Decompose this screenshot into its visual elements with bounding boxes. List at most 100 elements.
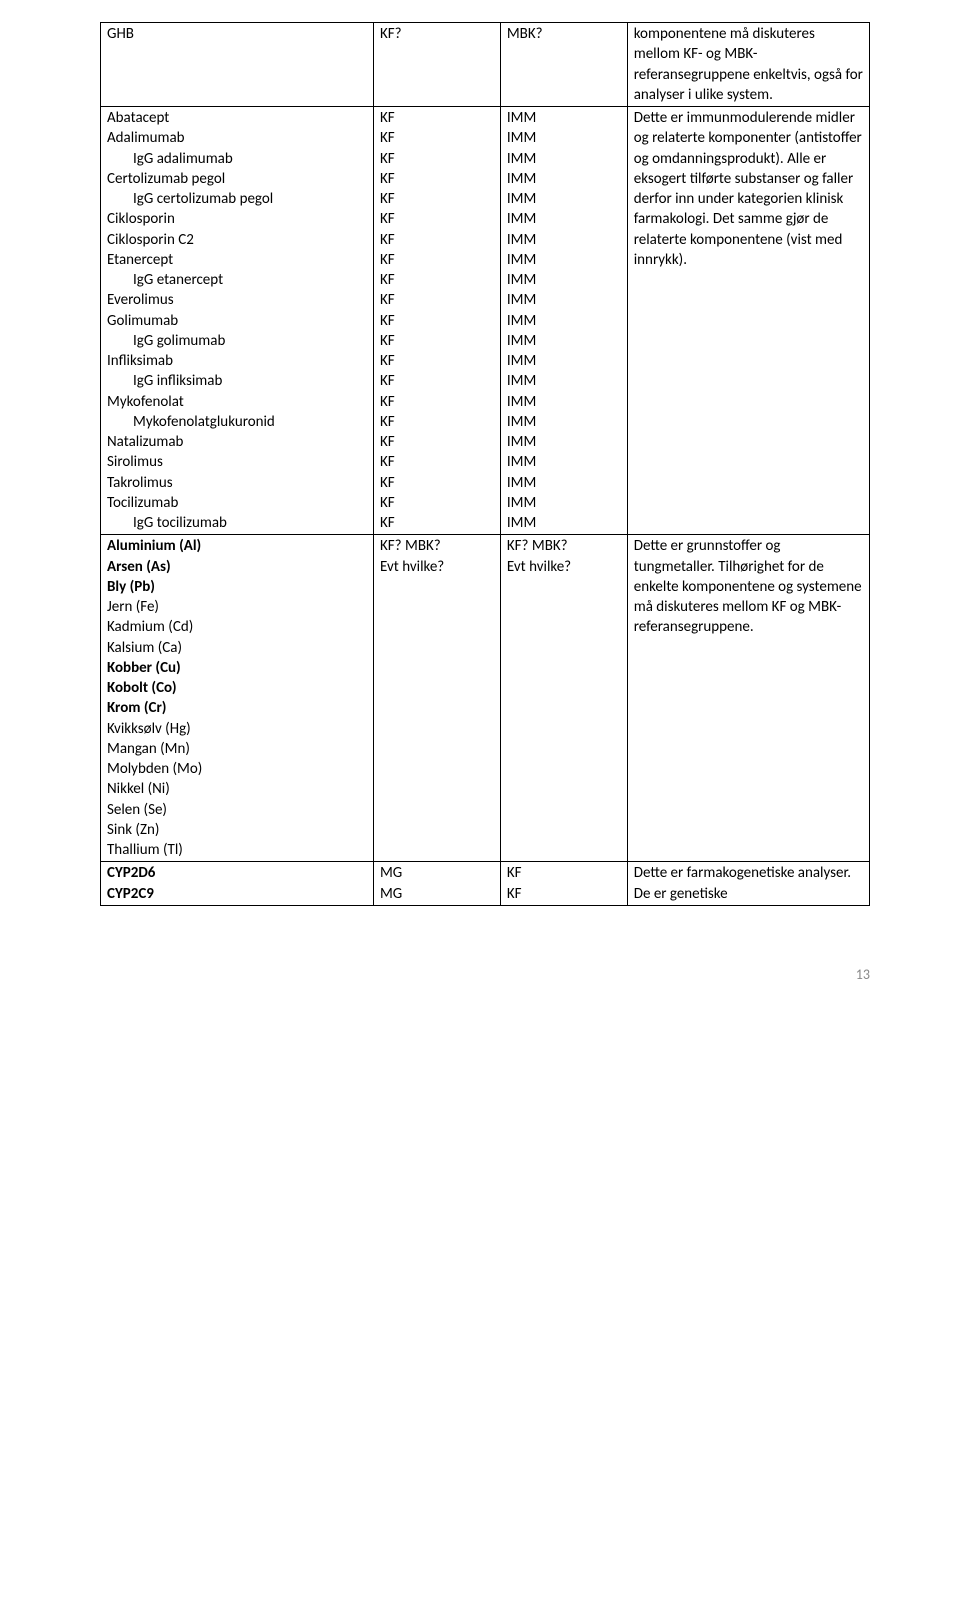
cell-value: MG <box>380 863 494 883</box>
cell-description: Dette er grunnstoffer og tungmetaller. T… <box>627 535 869 862</box>
cell-description: komponentene må diskuteres mellom KF- og… <box>627 23 869 107</box>
cell-value: KF <box>380 392 494 412</box>
cell-description: Dette er farmakogenetiske analyser. De e… <box>627 862 869 906</box>
main-table: GHB KF? MBK? komponentene må diskuteres … <box>100 22 870 906</box>
table-row: GHB KF? MBK? komponentene må diskuteres … <box>101 23 870 107</box>
component-name: CYP2D6 <box>107 863 367 883</box>
component-name: Thallium (Tl) <box>107 840 367 860</box>
cell-value: Evt hvilke? <box>380 557 494 577</box>
cell-value: IMM <box>507 169 621 189</box>
component-name: IgG golimumab <box>107 331 367 351</box>
component-name: IgG etanercept <box>107 270 367 290</box>
cell-value: IMM <box>507 128 621 148</box>
cell-value: KF <box>380 250 494 270</box>
cell-name: GHB <box>101 23 374 107</box>
component-name: Bly (Pb) <box>107 577 367 597</box>
cell-value: KF <box>380 412 494 432</box>
component-name: Ciklosporin <box>107 209 367 229</box>
component-name: Tocilizumab <box>107 493 367 513</box>
component-name: Jern (Fe) <box>107 597 367 617</box>
table-row: CYP2D6CYP2C9 MGMG KFKF Dette er farmakog… <box>101 862 870 906</box>
component-name: Molybden (Mo) <box>107 759 367 779</box>
cell-value: IMM <box>507 209 621 229</box>
component-name: Ciklosporin C2 <box>107 230 367 250</box>
cell-value: KF <box>380 473 494 493</box>
cell-value: KF <box>380 169 494 189</box>
component-name: Everolimus <box>107 290 367 310</box>
cell-value: KF? MBK? <box>507 536 621 556</box>
cell-value: IMM <box>507 230 621 250</box>
component-name: Golimumab <box>107 311 367 331</box>
component-name: Kobber (Cu) <box>107 658 367 678</box>
cell-c2: KFKFKFKFKFKFKFKFKFKFKFKFKFKFKFKFKFKFKFKF… <box>373 107 500 535</box>
cell-name: AbataceptAdalimumabIgG adalimumabCertoli… <box>101 107 374 535</box>
cell-value: IMM <box>507 473 621 493</box>
component-name: Sink (Zn) <box>107 820 367 840</box>
cell-value: KF <box>380 493 494 513</box>
cell-name: Aluminium (Al)Arsen (As)Bly (Pb)Jern (Fe… <box>101 535 374 862</box>
cell-value: IMM <box>507 331 621 351</box>
cell-value: IMM <box>507 392 621 412</box>
cell-value: KF <box>380 351 494 371</box>
table-row: Aluminium (Al)Arsen (As)Bly (Pb)Jern (Fe… <box>101 535 870 862</box>
cell-value: IMM <box>507 493 621 513</box>
cell-value: KF <box>380 331 494 351</box>
component-name: Infliksimab <box>107 351 367 371</box>
component-name: Sirolimus <box>107 452 367 472</box>
cell-value: IMM <box>507 351 621 371</box>
cell-value: KF <box>380 108 494 128</box>
cell-value: MG <box>380 884 494 904</box>
cell-c3: MBK? <box>500 23 627 107</box>
cell-value: KF <box>380 149 494 169</box>
table-row: AbataceptAdalimumabIgG adalimumabCertoli… <box>101 107 870 535</box>
cell-value: KF <box>380 189 494 209</box>
component-name: Selen (Se) <box>107 800 367 820</box>
cell-value: IMM <box>507 108 621 128</box>
cell-value: IMM <box>507 513 621 533</box>
cell-c2: KF? MBK?Evt hvilke? <box>373 535 500 862</box>
cell-value: KF <box>380 432 494 452</box>
component-name: Kalsium (Ca) <box>107 638 367 658</box>
component-name: Nikkel (Ni) <box>107 779 367 799</box>
cell-value: KF <box>380 209 494 229</box>
component-name: Abatacept <box>107 108 367 128</box>
component-name: Adalimumab <box>107 128 367 148</box>
component-name: IgG tocilizumab <box>107 513 367 533</box>
cell-c3: KF? MBK?Evt hvilke? <box>500 535 627 862</box>
cell-value: KF <box>380 290 494 310</box>
component-name: Takrolimus <box>107 473 367 493</box>
cell-value: KF <box>380 230 494 250</box>
cell-description: Dette er immunmodulerende midler og rela… <box>627 107 869 535</box>
cell-value: IMM <box>507 270 621 290</box>
cell-value: IMM <box>507 290 621 310</box>
component-name: Arsen (As) <box>107 557 367 577</box>
component-name: Kvikksølv (Hg) <box>107 719 367 739</box>
cell-c3: KFKF <box>500 862 627 906</box>
cell-value: IMM <box>507 149 621 169</box>
cell-value: IMM <box>507 432 621 452</box>
cell-value: KF <box>507 863 621 883</box>
component-name: CYP2C9 <box>107 884 367 904</box>
cell-value: IMM <box>507 311 621 331</box>
component-name: Mangan (Mn) <box>107 739 367 759</box>
cell-value: KF <box>380 371 494 391</box>
cell-value: IMM <box>507 412 621 432</box>
component-name: Natalizumab <box>107 432 367 452</box>
cell-c2: KF? <box>373 23 500 107</box>
cell-value: KF <box>507 884 621 904</box>
cell-value: IMM <box>507 371 621 391</box>
component-name: Krom (Cr) <box>107 698 367 718</box>
cell-value: KF <box>380 128 494 148</box>
page-number: 13 <box>100 966 870 985</box>
component-name: Mykofenolatglukuronid <box>107 412 367 432</box>
component-name: IgG adalimumab <box>107 149 367 169</box>
cell-value: KF <box>380 513 494 533</box>
component-name: Certolizumab pegol <box>107 169 367 189</box>
cell-value: IMM <box>507 189 621 209</box>
component-name: Etanercept <box>107 250 367 270</box>
component-name: IgG certolizumab pegol <box>107 189 367 209</box>
cell-value: KF <box>380 452 494 472</box>
cell-value: KF <box>380 311 494 331</box>
cell-c2: MGMG <box>373 862 500 906</box>
cell-name: CYP2D6CYP2C9 <box>101 862 374 906</box>
